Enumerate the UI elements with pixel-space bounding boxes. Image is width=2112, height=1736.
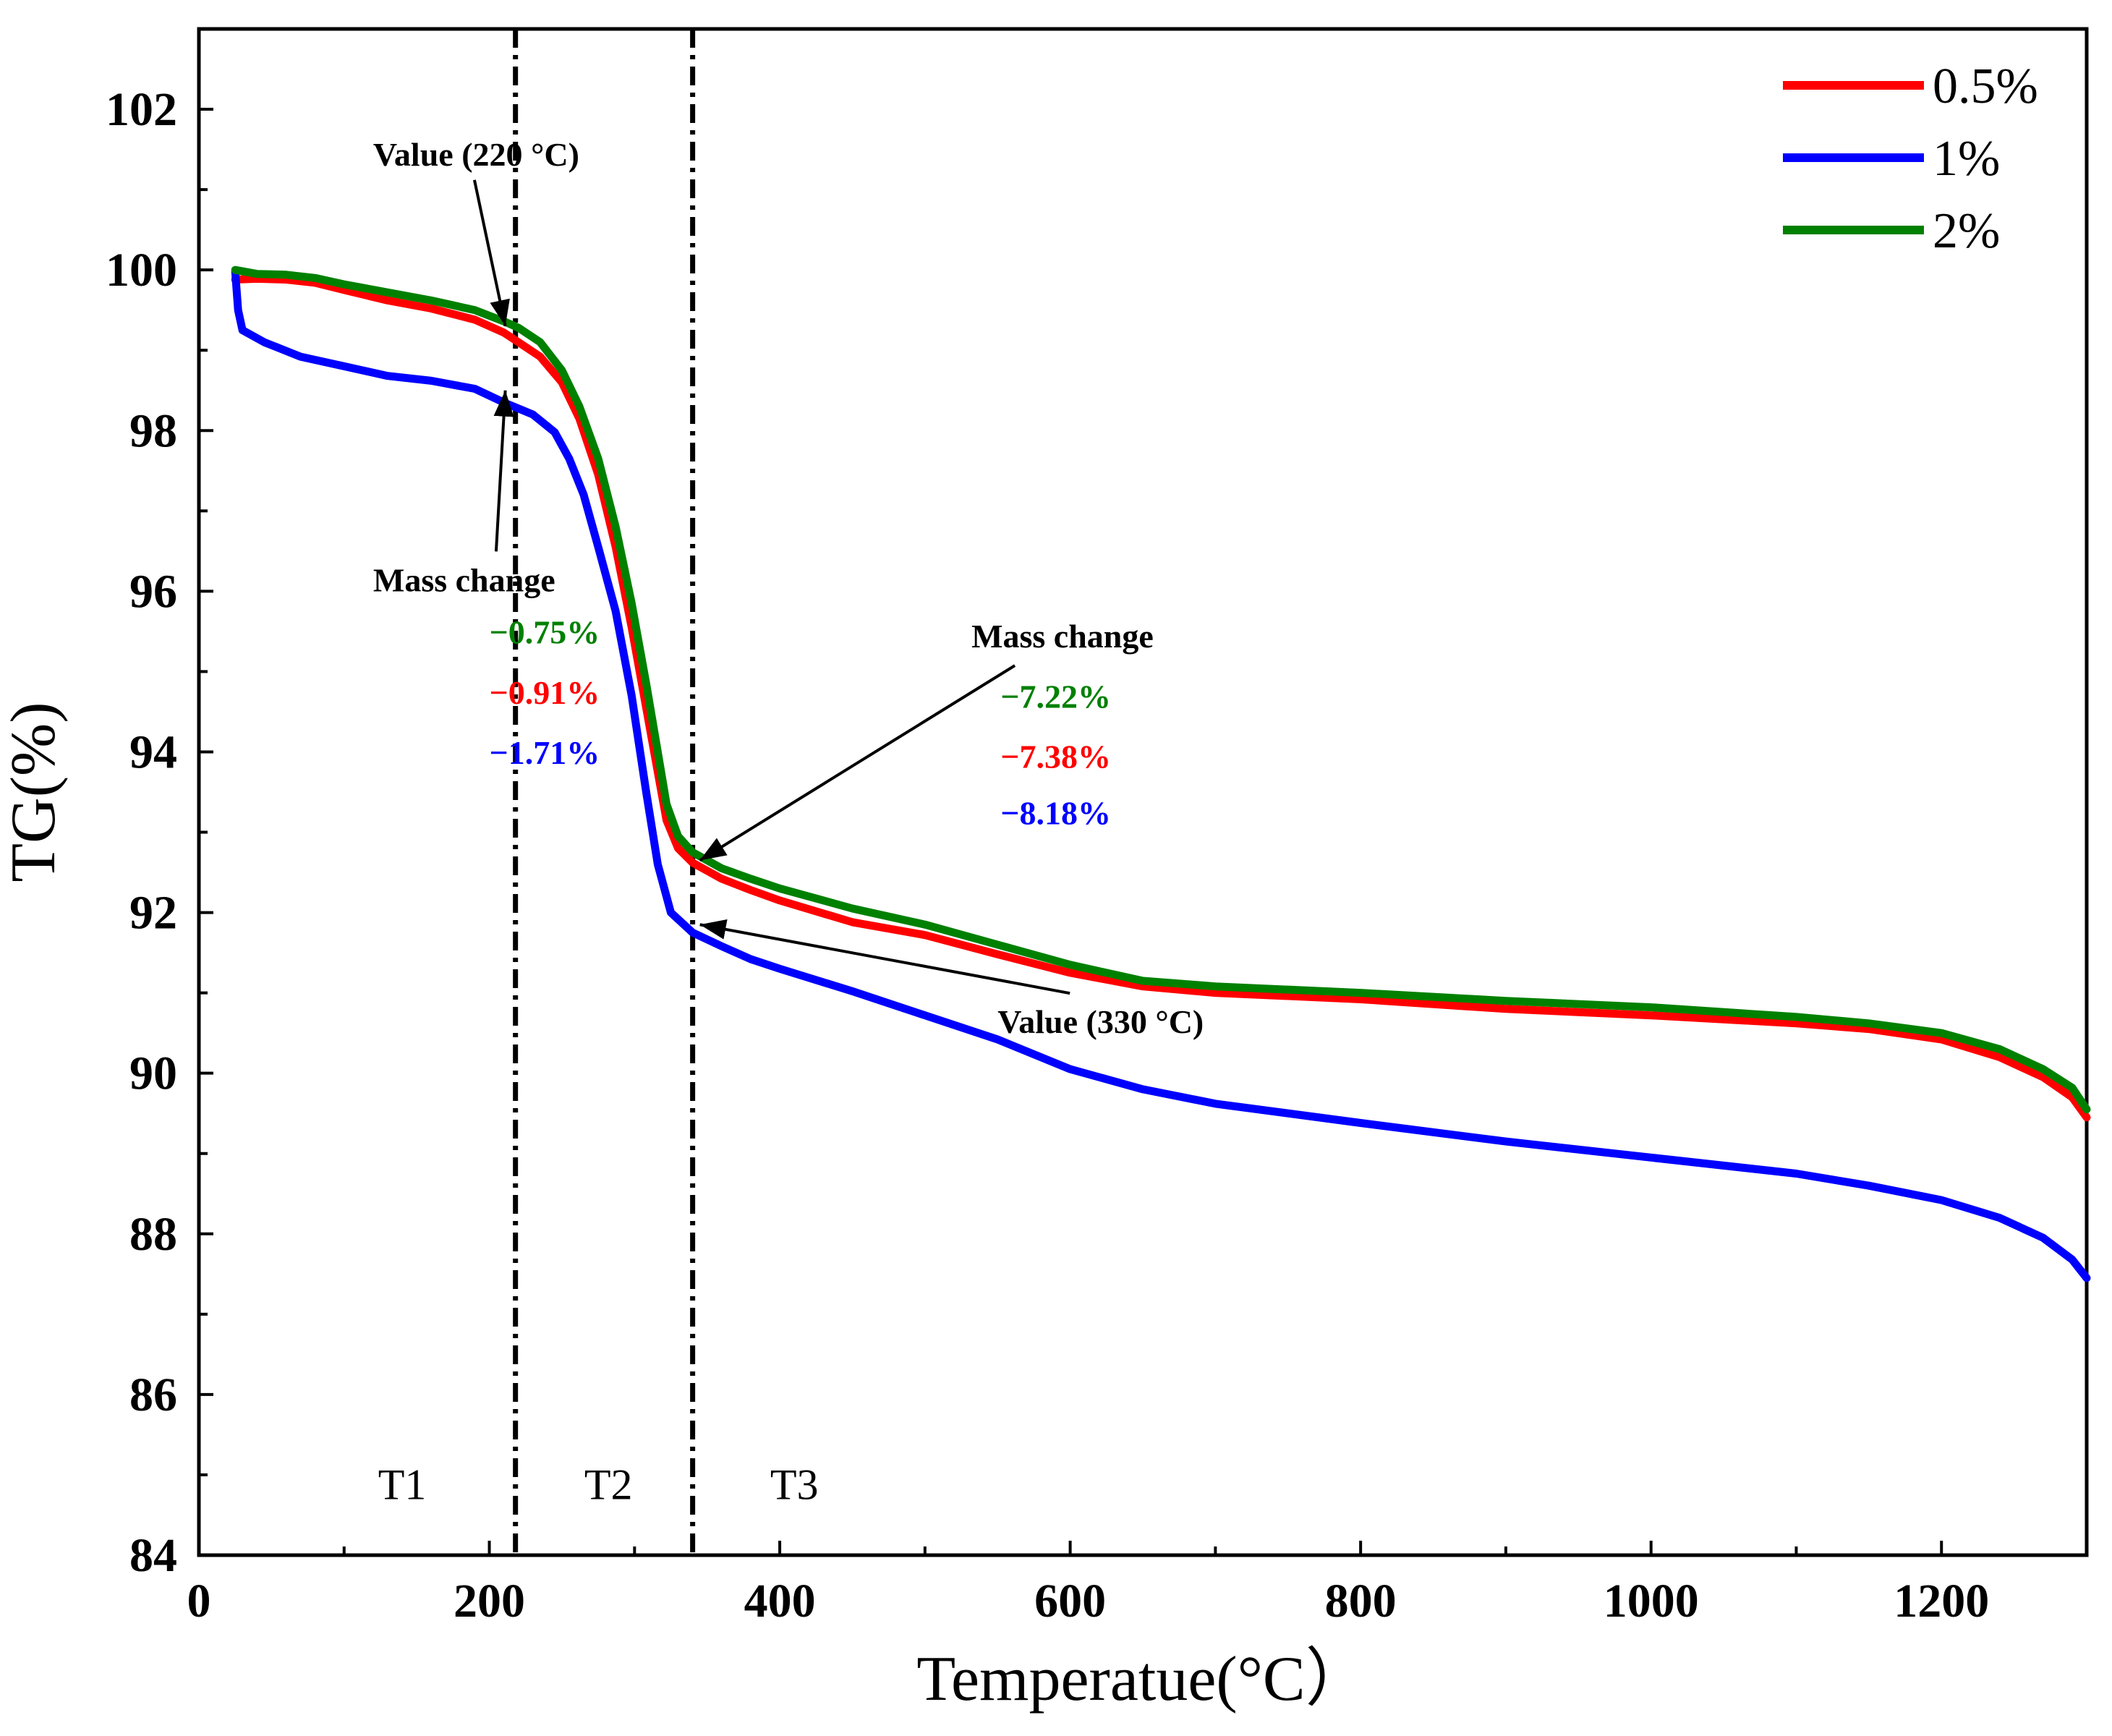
annotation-text: Value (330 °C) (997, 1003, 1204, 1040)
series-line (231, 267, 2091, 1282)
mass-change-value: −0.75% (490, 614, 600, 651)
y-tick-label: 92 (129, 887, 177, 940)
annotation-text: Mass change (971, 618, 1154, 655)
y-tick-label: 90 (129, 1047, 177, 1100)
x-tick-label: 400 (744, 1575, 816, 1628)
annotation-arrow (472, 179, 510, 327)
x-tick-label: 1000 (1604, 1575, 1699, 1628)
y-tick-label: 98 (129, 404, 177, 457)
mass-change-value: −0.91% (490, 674, 600, 711)
x-tick-label: 600 (1034, 1575, 1106, 1628)
annotations: Value (220 °C) Mass change Mass change Valu… (373, 136, 1204, 1040)
y-axis-title: TG(%) (0, 702, 69, 882)
y-tick-label: 84 (129, 1529, 177, 1582)
x-tick-label: 800 (1325, 1575, 1397, 1628)
x-tick-label: 1200 (1894, 1575, 1989, 1628)
legend: 0.5% 1% 2% (1783, 59, 2038, 259)
annotation-arrow (699, 664, 1016, 862)
x-axis-title: Temperatue(°C） (916, 1644, 1368, 1714)
mass-change-value: −8.18% (1000, 794, 1111, 831)
y-tick-label: 88 (129, 1208, 177, 1261)
y-tick-label: 86 (129, 1369, 177, 1421)
region-label: T2 (584, 1460, 633, 1508)
mass-change-value: −1.71% (490, 734, 600, 771)
region-dividers: T1 T2 T3 (378, 29, 819, 1555)
region-label: T1 (378, 1460, 427, 1508)
legend-label: 2% (1933, 203, 2000, 259)
annotation-text: Mass change (373, 561, 555, 598)
series-line (231, 274, 2091, 1122)
y-tick-label: 96 (129, 565, 177, 618)
x-tick-label: 200 (454, 1575, 525, 1628)
mass-change-value: −7.22% (1000, 678, 1111, 715)
annotation-text: Value (220 °C) (373, 136, 579, 173)
axis-ticks: 0 200 400 600 800 1000 1200 84 86 88 90 92 94 96 98 100… (106, 83, 1989, 1628)
legend-label: 0.5% (1933, 59, 2038, 114)
x-tick-label: 0 (187, 1575, 211, 1628)
annotation-arrow (493, 390, 514, 552)
annotation-arrow (699, 919, 1070, 995)
series-line (231, 265, 2091, 1114)
plot-frame (197, 27, 2089, 1557)
y-tick-label: 102 (106, 83, 177, 136)
y-tick-label: 100 (106, 244, 177, 297)
y-tick-label: 94 (129, 726, 177, 778)
region-label: T3 (770, 1460, 819, 1508)
data-series (231, 265, 2091, 1282)
mass-change-value: −7.38% (1000, 739, 1111, 775)
legend-label: 1% (1933, 131, 2000, 187)
